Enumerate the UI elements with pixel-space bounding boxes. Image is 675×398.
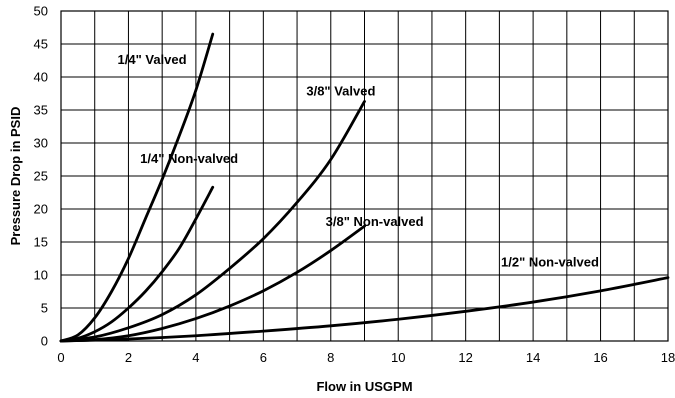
- x-tick-label: 14: [526, 350, 540, 365]
- series-line-0: [59, 32, 215, 343]
- series-line-3: [59, 224, 366, 343]
- x-tick-label: 12: [458, 350, 472, 365]
- x-axis-title: Flow in USGPM: [316, 379, 412, 394]
- tick-labels: 0 2 4 6 8 10 12 14 16 18 0 5 10 15 20 25 30 35 40 45 50: [34, 4, 675, 366]
- series-curves: [59, 32, 670, 343]
- x-tick-label: 8: [327, 350, 334, 365]
- plot-frame: [60, 10, 669, 342]
- series-line-4: [59, 276, 670, 343]
- y-tick-label: 0: [41, 334, 48, 349]
- y-tick-label: 25: [34, 169, 48, 184]
- x-tick-label: 6: [260, 350, 267, 365]
- x-tick-label: 16: [593, 350, 607, 365]
- series-line-1: [59, 185, 215, 343]
- x-tick-label: 0: [57, 350, 64, 365]
- y-tick-label: 20: [34, 202, 48, 217]
- series-label-0: 1/4" Valved: [118, 52, 187, 67]
- y-tick-label: 10: [34, 268, 48, 283]
- series-label-3: 3/8" Non-valved: [326, 214, 424, 229]
- x-tick-label: 4: [192, 350, 199, 365]
- series-line-2: [59, 100, 366, 343]
- series-labels: 1/4" Valved 1/4" Non-valved 3/8" Valved 3/8…: [118, 52, 599, 270]
- x-tick-label: 18: [661, 350, 675, 365]
- y-tick-label: 45: [34, 37, 48, 52]
- y-tick-label: 15: [34, 235, 48, 250]
- grid-lines: [60, 10, 669, 342]
- y-tick-label: 40: [34, 70, 48, 85]
- y-tick-label: 30: [34, 136, 48, 151]
- y-axis-title: Pressure Drop in PSID: [8, 107, 23, 246]
- y-tick-label: 35: [34, 103, 48, 118]
- series-label-1: 1/4" Non-valved: [140, 151, 238, 166]
- y-tick-label: 50: [34, 4, 48, 19]
- series-label-4: 1/2" Non-valved: [501, 254, 599, 269]
- x-tick-label: 10: [391, 350, 405, 365]
- series-label-2: 3/8" Valved: [306, 83, 375, 98]
- x-tick-label: 2: [125, 350, 132, 365]
- y-tick-label: 5: [41, 301, 48, 316]
